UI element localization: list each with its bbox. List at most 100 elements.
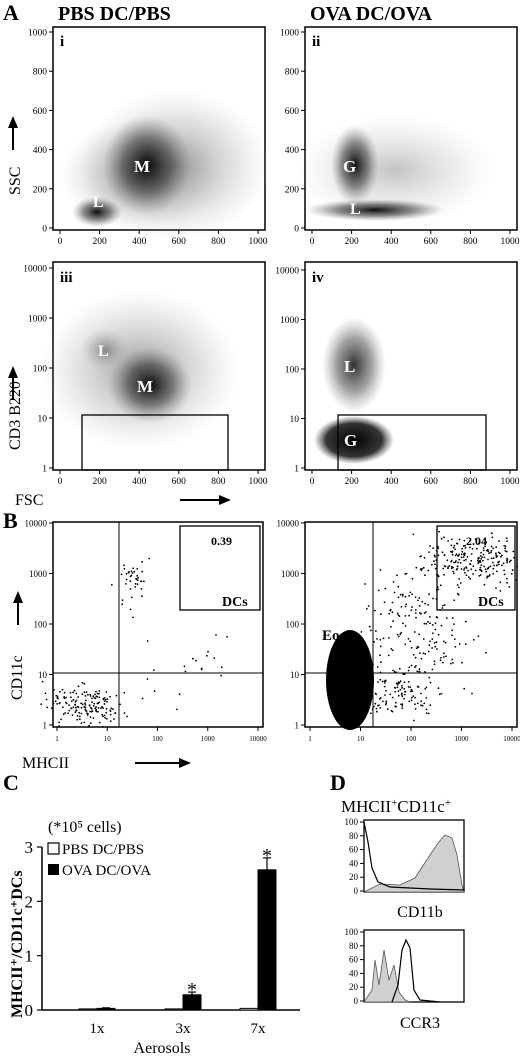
scatter-dot <box>114 712 117 714</box>
scatter-dot <box>69 692 72 694</box>
scatter-dot <box>458 558 461 561</box>
scatter-dot <box>469 577 472 580</box>
scatter-dot <box>482 547 485 549</box>
scatter-dot <box>105 717 108 720</box>
scatter-dot <box>404 690 407 693</box>
scatter-dot <box>81 681 84 684</box>
scatter-dot <box>453 544 456 547</box>
scatter-dot <box>80 706 83 709</box>
tick-label: 1 <box>294 465 299 475</box>
tick-label: 400 <box>384 477 399 487</box>
scatter-dot <box>506 540 508 542</box>
scatter-dot <box>70 700 73 702</box>
scatter-dot <box>62 713 65 716</box>
scatter-dot <box>389 693 392 696</box>
scatter-dot <box>495 554 497 556</box>
scatter-dot <box>434 622 437 624</box>
scatter-dot <box>368 625 371 628</box>
scatter-dot <box>415 665 417 667</box>
scatter-dot <box>437 588 440 591</box>
scatter-dot <box>401 686 403 689</box>
scatter-dot <box>425 686 428 689</box>
scatter-dot <box>485 651 487 654</box>
scatter-dot <box>463 687 466 690</box>
scatter-dot <box>370 629 372 632</box>
scatter-dot <box>59 702 61 704</box>
scatter-dot <box>379 671 382 674</box>
scatter-dot <box>396 686 399 689</box>
scatter-dot <box>484 545 486 548</box>
bar-chart: 0 1 2 3 1x 3x 7x * * (*10⁵ cells) PBS DC/PBS OV… <box>9 819 300 1057</box>
scatter-dot <box>414 708 417 710</box>
scatter-dot <box>425 708 428 711</box>
scatter-dot <box>396 612 399 615</box>
scatter-dot <box>449 662 452 665</box>
histogram-ytick-label: 20 <box>349 872 359 882</box>
scatter-dot <box>515 578 518 581</box>
scatter-dot <box>490 557 493 560</box>
scatter-dot <box>470 553 473 555</box>
scatter-dot <box>460 553 463 556</box>
panel-d-title: MHCII+CD11c+ <box>341 797 451 816</box>
scatter-dot <box>504 547 506 550</box>
scatter-dot <box>390 625 392 628</box>
scatter-dot <box>408 614 410 617</box>
scatter-dot <box>418 597 421 599</box>
scatter-dot <box>443 640 445 643</box>
scatter-dot <box>178 693 181 696</box>
scatter-dot <box>418 633 420 636</box>
tick-label: 10 <box>290 670 300 680</box>
scatter-dot <box>379 569 382 571</box>
scatter-dot <box>220 666 223 669</box>
scatter-dot <box>381 680 384 683</box>
scatter-dot <box>399 633 402 636</box>
scatter-dot <box>433 554 436 557</box>
scatter-dot <box>375 693 377 696</box>
scatter-dot <box>437 554 440 557</box>
scatter-dot <box>403 697 405 700</box>
bar-chart-ylabel: MHCII⁺/CD11c⁺DCs <box>9 870 26 1018</box>
scatter-dot <box>469 563 471 565</box>
scatter-dot <box>434 628 437 631</box>
scatter-dot <box>420 700 423 703</box>
arrow-icon <box>8 366 18 400</box>
scatter-dot <box>421 704 424 707</box>
scatter-dot <box>450 567 453 570</box>
scatter-dot <box>429 681 432 684</box>
scatter-dot <box>474 538 477 540</box>
tick-label: 1000 <box>280 29 299 39</box>
scatter-dot <box>80 722 83 724</box>
scatter-dot <box>141 595 143 598</box>
scatter-dot <box>105 707 108 710</box>
scatter-dot <box>399 680 402 683</box>
scatter-dot <box>110 583 113 586</box>
scatter-dot <box>414 703 416 706</box>
scatter-dot <box>367 605 370 607</box>
scatter-dot <box>401 593 404 596</box>
scatter-dot <box>404 595 407 598</box>
scatter-dot <box>452 566 454 569</box>
significance-mark: * <box>262 845 272 867</box>
scatter-dot <box>418 670 421 673</box>
bar-chart-xlabel: Aerosols <box>134 1040 191 1057</box>
scatter-dot <box>425 622 428 625</box>
plot-b-left-x-ticks: 1 10 100 1000 10000 <box>55 727 267 743</box>
scatter-dot <box>123 712 126 714</box>
scatter-dot <box>421 600 424 603</box>
tick-label: 1000 <box>249 477 268 487</box>
scatter-dot <box>492 573 495 575</box>
scatter-dot <box>457 586 460 589</box>
scatter-dot <box>370 712 372 715</box>
scatter-dot <box>184 670 187 673</box>
scatter-dot <box>443 656 445 658</box>
scatter-dot <box>75 706 77 709</box>
scatter-dot <box>513 556 515 559</box>
scatter-dot <box>412 695 415 697</box>
scatter-dot <box>411 606 413 608</box>
scatter-dot <box>109 720 112 723</box>
scatter-dot <box>422 638 425 640</box>
arrow-icon <box>135 758 191 768</box>
scatter-dot <box>431 624 434 626</box>
scatter-dot <box>420 704 422 707</box>
plot-ii-sublabel: ii <box>312 34 320 50</box>
